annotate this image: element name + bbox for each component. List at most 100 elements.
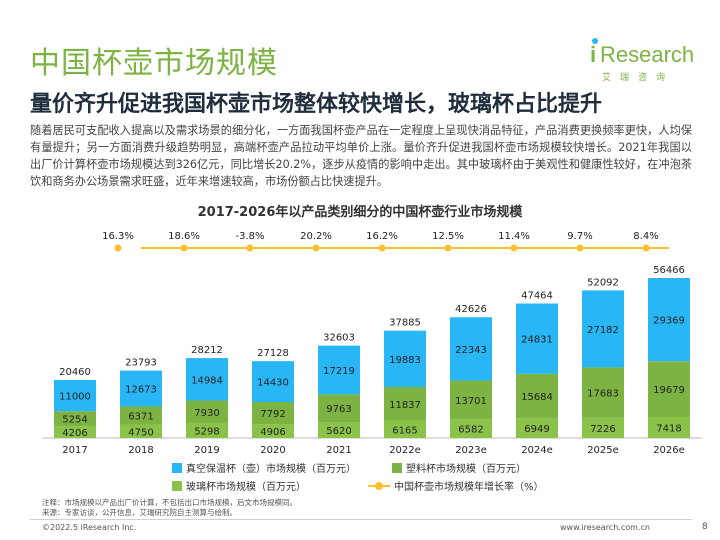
bar-vacuum-2022e bbox=[384, 330, 426, 387]
bar-glass-2017 bbox=[54, 426, 96, 438]
legend-label-vacuum: 真空保温杯（壶）市场规模（百万元） bbox=[186, 464, 356, 475]
bar-vacuum-2026e bbox=[648, 278, 690, 362]
legend-label-plastic: 塑料杯市场规模（百万元） bbox=[406, 464, 526, 475]
x-tick-2022e: 2022e bbox=[389, 445, 421, 456]
bar-vacuum-2017 bbox=[54, 380, 96, 412]
bar-label-plastic-2021: 9763 bbox=[326, 404, 351, 415]
legend-item-plastic: 塑料杯市场规模（百万元） bbox=[392, 460, 526, 475]
x-tick-2018: 2018 bbox=[128, 445, 153, 456]
bar-label-vacuum-2025e: 27182 bbox=[587, 325, 619, 336]
bar-label-plastic-2020: 7792 bbox=[260, 409, 285, 420]
bar-label-glass-2025e: 7226 bbox=[590, 424, 615, 435]
bar-glass-2021 bbox=[318, 422, 360, 438]
bar-label-vacuum-2023e: 22343 bbox=[455, 345, 487, 356]
bar-vacuum-2021 bbox=[318, 345, 360, 395]
total-label-2021: 32603 bbox=[323, 333, 355, 344]
legend-swatch-glass bbox=[172, 480, 182, 491]
bar-vacuum-2020 bbox=[252, 361, 294, 403]
growth-point-2018 bbox=[114, 244, 122, 252]
x-tick-2025e: 2025e bbox=[587, 445, 619, 456]
bar-label-glass-2022e: 6165 bbox=[392, 425, 417, 436]
legend-line-icon bbox=[368, 481, 390, 491]
bar-vacuum-2024e bbox=[516, 303, 558, 374]
footer-divider bbox=[30, 519, 692, 520]
growth-point-2021 bbox=[312, 244, 320, 252]
bar-plastic-2019 bbox=[186, 400, 228, 423]
bar-plastic-2017 bbox=[54, 411, 96, 427]
page-number: 8 bbox=[702, 522, 708, 532]
bar-glass-2020 bbox=[252, 424, 294, 438]
bar-label-vacuum-2021: 17219 bbox=[323, 366, 355, 377]
page-title: 中国杯壶市场规模 bbox=[30, 46, 278, 81]
growth-label-2023e: 12.5% bbox=[432, 231, 464, 242]
growth-point-2022e bbox=[378, 244, 386, 252]
growth-label-2018: 16.3% bbox=[102, 231, 134, 242]
growth-point-2024e bbox=[510, 244, 518, 252]
chart-source: 来源：专家访谈，公开信息，艾瑞研究院自主测算与绘制。 bbox=[42, 508, 237, 517]
bar-plastic-2022e bbox=[384, 386, 426, 421]
bar-glass-2025e bbox=[582, 417, 624, 438]
bar-plastic-2024e bbox=[516, 373, 558, 419]
bar-label-glass-2024e: 6949 bbox=[524, 424, 549, 435]
legend-label-glass: 玻璃杯市场规模（百万元） bbox=[186, 482, 306, 493]
bar-label-plastic-2023e: 13701 bbox=[455, 396, 487, 407]
growth-label-2022e: 16.2% bbox=[366, 231, 398, 242]
growth-label-2020: -3.8% bbox=[235, 231, 264, 242]
bar-label-vacuum-2019: 14984 bbox=[191, 375, 223, 386]
total-label-2017: 20460 bbox=[59, 367, 91, 378]
total-label-2025e: 52092 bbox=[587, 277, 619, 288]
x-tick-2026e: 2026e bbox=[653, 445, 685, 456]
total-label-2020: 27128 bbox=[257, 348, 289, 359]
stacked-bar-chart: 4206 5254 11000 20460 2017 4750 6371 12673 23793… bbox=[42, 231, 702, 456]
bar-label-glass-2020: 4906 bbox=[260, 427, 285, 438]
bar-glass-2023e bbox=[450, 419, 492, 438]
bar-plastic-2020 bbox=[252, 402, 294, 425]
legend-swatch-vacuum bbox=[172, 462, 182, 473]
bar-label-glass-2021: 5620 bbox=[326, 426, 351, 437]
bar-label-glass-2023e: 6582 bbox=[458, 425, 483, 436]
total-label-2023e: 42626 bbox=[455, 304, 487, 315]
bar-label-glass-2018: 4750 bbox=[128, 427, 153, 438]
growth-point-2025e bbox=[576, 244, 584, 252]
bar-glass-2024e bbox=[516, 418, 558, 438]
legend-label-growth: 中国杯壶市场规模年增长率（%） bbox=[394, 482, 544, 493]
bar-label-glass-2026e: 7418 bbox=[656, 423, 681, 434]
chart-title: 2017-2026年以产品类别细分的中国杯壶行业市场规模 bbox=[197, 205, 523, 220]
legend-item-glass: 玻璃杯市场规模（百万元） bbox=[172, 478, 306, 493]
x-tick-2023e: 2023e bbox=[455, 445, 487, 456]
iresearch-logo: i Research 艾瑞咨询 bbox=[590, 38, 694, 83]
growth-label-2024e: 11.4% bbox=[498, 231, 530, 242]
total-label-2019: 28212 bbox=[191, 345, 223, 356]
logo-subtitle: 艾瑞咨询 bbox=[602, 73, 675, 83]
growth-point-2023e bbox=[444, 244, 452, 252]
logo-dot-icon bbox=[592, 38, 598, 44]
bar-plastic-2025e bbox=[582, 367, 624, 418]
bar-label-plastic-2025e: 17683 bbox=[587, 388, 619, 399]
total-label-2026e: 56466 bbox=[653, 265, 685, 276]
legend-swatch-plastic bbox=[392, 462, 402, 473]
x-tick-2021: 2021 bbox=[326, 445, 351, 456]
chart-note: 注释：市场规模以产品出厂价计算，不包括出口市场规模，后文市场规模同。 bbox=[42, 498, 297, 507]
x-tick-2017: 2017 bbox=[62, 445, 87, 456]
bar-label-vacuum-2018: 12673 bbox=[125, 385, 157, 396]
growth-point-2019 bbox=[180, 244, 188, 252]
logo-i: i bbox=[590, 42, 597, 67]
footer-url: www.iresearch.com.cn bbox=[560, 523, 650, 532]
growth-label-2019: 18.6% bbox=[168, 231, 200, 242]
x-tick-2024e: 2024e bbox=[521, 445, 553, 456]
bar-label-vacuum-2022e: 19883 bbox=[389, 355, 421, 366]
bar-label-vacuum-2020: 14430 bbox=[257, 378, 289, 389]
growth-label-2021: 20.2% bbox=[300, 231, 332, 242]
bar-plastic-2026e bbox=[648, 361, 690, 417]
bar-label-plastic-2022e: 11837 bbox=[389, 400, 421, 411]
bar-label-vacuum-2017: 11000 bbox=[59, 392, 91, 403]
bar-vacuum-2019 bbox=[186, 358, 228, 401]
bar-label-plastic-2026e: 19679 bbox=[653, 385, 685, 396]
total-label-2022e: 37885 bbox=[389, 318, 421, 329]
body-paragraph: 随着居民可支配收入提高以及需求场景的细分化，一方面我国杯壶产品在一定程度上呈现快… bbox=[30, 124, 692, 188]
logo-word: Research bbox=[600, 42, 695, 67]
bar-glass-2018 bbox=[120, 424, 162, 438]
bar-vacuum-2018 bbox=[120, 370, 162, 407]
total-label-2024e: 47464 bbox=[521, 291, 553, 302]
x-tick-2020: 2020 bbox=[260, 445, 285, 456]
